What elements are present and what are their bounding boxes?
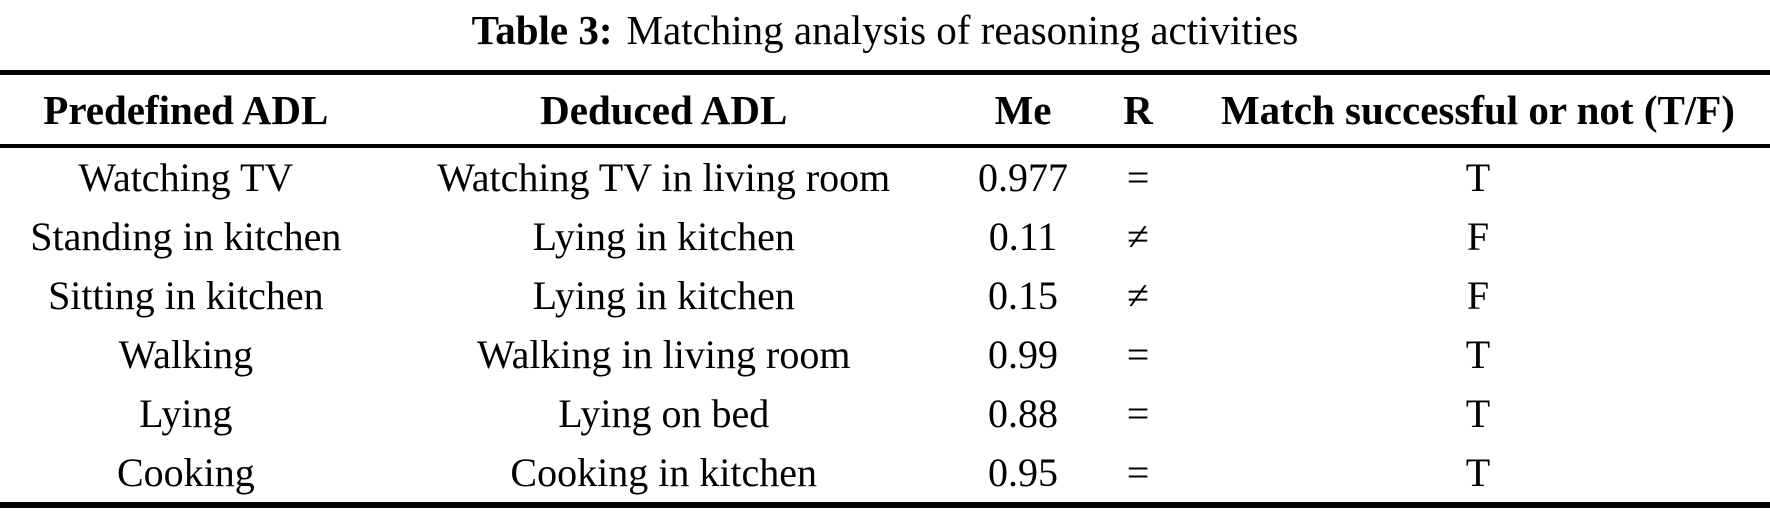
table-caption-label: Table 3: (471, 7, 613, 53)
cell-me-value: 0.11 (988, 214, 1058, 259)
cell-predefined-adl: Standing in kitchen (30, 214, 342, 259)
cell-match-result: T (1465, 391, 1491, 436)
cell-r-relation: = (1126, 391, 1150, 436)
cell-deduced-adl: Watching TV in living room (437, 155, 891, 200)
cell-deduced-adl: Cooking in kitchen (510, 450, 818, 495)
table-row: Lying Lying on bed 0.88 = T (0, 384, 1770, 443)
column-header-match: Match successful or not (T/F) (1185, 72, 1770, 148)
cell-me-value: 0.88 (988, 391, 1059, 436)
cell-deduced-adl: Lying in kitchen (532, 214, 795, 259)
cell-me-value: 0.95 (988, 450, 1059, 495)
cell-deduced-adl: Lying in kitchen (532, 273, 795, 318)
cell-match-result: T (1465, 155, 1491, 200)
table-row: Sitting in kitchen Lying in kitchen 0.15… (0, 266, 1770, 325)
cell-predefined-adl: Watching TV (78, 155, 294, 200)
column-header-deduced-adl: Deduced ADL (371, 72, 956, 148)
table-row: Standing in kitchen Lying in kitchen 0.1… (0, 207, 1770, 266)
cell-r-relation: = (1126, 155, 1150, 200)
cell-r-relation: = (1126, 450, 1150, 495)
table-row: Cooking Cooking in kitchen 0.95 = T (0, 443, 1770, 505)
column-header-predefined-adl: Predefined ADL (0, 72, 372, 148)
cell-me-value: 0.977 (978, 155, 1069, 200)
table-caption: Table 3: Matching analysis of reasoning a… (0, 0, 1770, 70)
cell-match-result: T (1465, 332, 1491, 377)
cell-predefined-adl: Sitting in kitchen (48, 273, 324, 318)
cell-deduced-adl: Walking in living room (477, 332, 851, 377)
cell-r-relation: = (1126, 332, 1150, 377)
cell-me-value: 0.15 (988, 273, 1059, 318)
cell-predefined-adl: Lying (139, 391, 233, 436)
cell-match-result: F (1466, 273, 1490, 318)
cell-me-value: 0.99 (988, 332, 1059, 377)
column-header-me: Me (955, 72, 1091, 148)
cell-r-relation: ≠ (1127, 214, 1150, 259)
matching-analysis-table: Predefined ADL Deduced ADL Me R Match su… (0, 70, 1770, 508)
table-row: Watching TV Watching TV in living room 0… (0, 146, 1770, 207)
cell-r-relation: ≠ (1127, 273, 1150, 318)
cell-predefined-adl: Walking (118, 332, 254, 377)
table-header-row: Predefined ADL Deduced ADL Me R Match su… (0, 72, 1770, 148)
table-caption-text: Matching analysis of reasoning activitie… (626, 7, 1299, 53)
table-row: Walking Walking in living room 0.99 = T (0, 325, 1770, 384)
cell-match-result: T (1465, 450, 1491, 495)
cell-match-result: F (1466, 214, 1490, 259)
column-header-r: R (1090, 72, 1186, 148)
cell-deduced-adl: Lying on bed (558, 391, 770, 436)
cell-predefined-adl: Cooking (116, 450, 255, 495)
